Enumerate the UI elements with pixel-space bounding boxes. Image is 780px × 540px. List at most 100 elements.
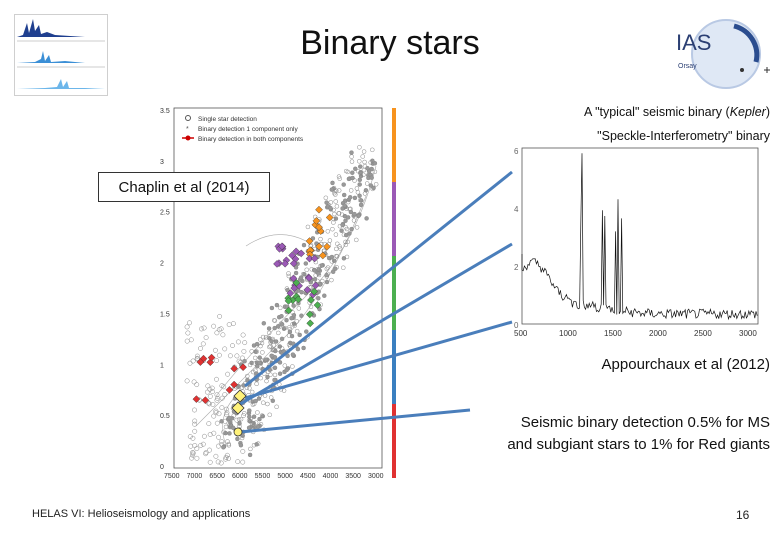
hr-star-point (295, 346, 301, 352)
hr-binary-point (225, 386, 234, 394)
hr-star-point (341, 192, 347, 198)
hr-star-point (192, 421, 198, 427)
hr-star-point (230, 321, 236, 327)
hr-star-point (330, 180, 335, 186)
hr-ytick-label: 2 (160, 261, 164, 268)
hr-star-point (269, 305, 275, 311)
hr-star-point (203, 451, 209, 457)
hr-star-point (231, 409, 237, 414)
hr-star-point (214, 376, 219, 382)
hr-star-point (226, 441, 231, 447)
hr-star-point (328, 205, 333, 211)
hr-star-point (241, 429, 246, 435)
hr-ytick-label: 0.5 (160, 413, 170, 420)
hr-binary-point (230, 380, 238, 389)
slide-title: Binary stars (300, 24, 480, 62)
hr-star-point (329, 187, 335, 192)
hr-star-point (213, 410, 219, 416)
hr-star-point (255, 424, 261, 429)
hr-star-point (322, 293, 327, 298)
hr-star-point (357, 182, 362, 187)
hr-star-point (284, 367, 289, 373)
hr-star-point (240, 459, 246, 465)
spectrum-xtick-label: 2000 (649, 329, 667, 338)
hr-star-point (214, 392, 220, 398)
hr-ytick-label: 0 (160, 464, 164, 471)
kepler-caption: A "typical" seismic binary (Kepler) (583, 105, 770, 119)
detection-rate-text: Seismic binary detection 0.5% for MS and… (507, 414, 770, 453)
hr-star-point (199, 326, 204, 332)
hr-star-point (293, 270, 299, 276)
hr-star-point (361, 149, 367, 154)
hr-xtick-label: 4500 (300, 473, 316, 480)
hr-star-point (211, 323, 217, 329)
hr-star-point (210, 402, 216, 407)
hr-star-point (287, 329, 293, 335)
spectrum-xtick-label: 3000 (739, 329, 757, 338)
hr-star-point (209, 385, 215, 391)
hr-star-point (297, 332, 302, 338)
hr-star-point (272, 365, 278, 371)
hr-star-point (279, 313, 284, 319)
hr-band (392, 404, 396, 478)
hr-star-point (291, 303, 296, 308)
hr-star-point (358, 164, 363, 169)
footer-text: HELAS VI: Helioseismology and applicatio… (32, 508, 251, 520)
hr-star-point (224, 412, 230, 418)
hr-star-point (254, 341, 260, 347)
hr-star-point (371, 185, 376, 191)
hr-star-point (212, 347, 218, 353)
hr-star-point (232, 404, 238, 410)
hr-star-point (266, 326, 272, 331)
hr-star-point (267, 367, 273, 373)
hr-star-point (274, 302, 280, 308)
hr-star-point (194, 446, 200, 452)
hr-star-point (203, 450, 209, 456)
hr-ytick-label: 1.5 (160, 311, 170, 318)
hr-star-point (370, 147, 375, 153)
hr-star-point (222, 392, 228, 397)
hr-star-point (235, 436, 240, 442)
hr-star-point (190, 450, 196, 455)
hr-band (392, 256, 396, 330)
hr-band (392, 330, 396, 404)
chaplin-reference: Chaplin et al (2014) (98, 172, 270, 202)
hr-star-point (190, 450, 196, 456)
hr-star-point (216, 443, 221, 449)
hr-ytick-label: 1 (160, 362, 164, 369)
hr-star-point (269, 339, 274, 344)
hr-star-point (191, 379, 197, 385)
hr-star-point (219, 405, 225, 411)
hr-star-point (235, 459, 241, 465)
seismic-binary-spectrum: 6 4 2 0 500 1000 1500 2000 2500 3000 (512, 144, 768, 340)
hr-star-point (185, 330, 191, 336)
hr-star-point (194, 455, 200, 461)
appourchaux-reference: Appourchaux et al (2012) (560, 356, 770, 373)
hr-star-point (269, 353, 274, 359)
hr-star-point (246, 425, 252, 431)
hr-star-point (324, 272, 329, 278)
hr-star-point (312, 277, 318, 282)
hr-star-point (368, 160, 373, 165)
hr-star-point (217, 313, 223, 319)
hr-star-point (223, 406, 229, 412)
hr-star-point (225, 371, 231, 377)
spectrum-xtick-label: 500 (514, 329, 528, 338)
hr-star-point (227, 415, 232, 421)
hr-star-point (358, 202, 364, 208)
hr-xtick-label: 7500 (164, 473, 180, 480)
hr-star-point (265, 374, 270, 380)
hr-ytick-label: 3 (160, 159, 164, 166)
hr-star-point (240, 448, 246, 454)
hr-star-point (289, 333, 295, 339)
hr-star-point (291, 341, 296, 346)
hr-star-point (275, 324, 281, 329)
hr-star-point (319, 263, 324, 268)
hr-star-point (209, 389, 215, 395)
hr-star-point (184, 378, 190, 384)
hr-star-point (284, 317, 289, 323)
hr-star-point (316, 271, 321, 276)
hr-star-point (188, 443, 194, 449)
hr-star-point (347, 195, 353, 200)
hr-star-point (301, 345, 306, 351)
